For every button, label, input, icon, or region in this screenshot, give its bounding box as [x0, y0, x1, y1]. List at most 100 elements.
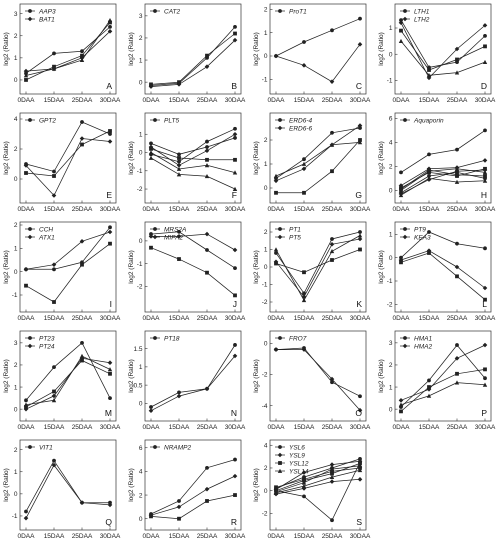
panel-f: -2 -1 0 1 0DAA 15DAA 25DAA 30DAA log2 (Ratio) PLT…	[128, 112, 246, 213]
legend-marker	[28, 336, 32, 340]
y-tick-label: 1	[389, 25, 393, 32]
data-point	[232, 170, 238, 175]
x-tick-label: 0DAA	[393, 206, 411, 213]
y-tick-label: 1	[264, 161, 268, 168]
y-axis-label: log2 (Ratio)	[128, 359, 135, 393]
data-point	[427, 152, 431, 157]
data-point	[357, 42, 363, 47]
x-tick-label: 15DAA	[169, 206, 190, 213]
y-tick-label: 0	[14, 491, 18, 498]
y-axis-label: log2 (Ratio)	[128, 32, 135, 66]
data-point	[176, 234, 182, 239]
data-point	[107, 360, 113, 366]
x-tick-label: 25DAA	[322, 97, 343, 104]
y-axis-label: log2 (Ratio)	[378, 141, 385, 175]
data-point	[232, 37, 238, 43]
panel-s: -2 0 2 4 0DAA 15DAA 25DAA 30DAA log2 (Ratio) YSL6…	[253, 439, 371, 540]
data-point	[107, 139, 113, 144]
series-line	[275, 469, 361, 494]
data-point	[107, 229, 113, 235]
y-axis-label: log2 (Ratio)	[378, 359, 385, 393]
y-tick-label: 1	[264, 30, 268, 37]
data-point	[427, 174, 431, 178]
legend-marker	[403, 9, 407, 13]
data-point	[205, 145, 209, 149]
data-point	[80, 120, 84, 124]
plot-frame	[394, 3, 492, 95]
data-point	[398, 38, 404, 44]
legend-label: MIPA2	[164, 234, 183, 241]
data-point	[273, 178, 279, 184]
data-point	[23, 402, 29, 407]
x-tick-label: 0DAA	[18, 424, 36, 431]
series-line	[275, 44, 361, 83]
data-point	[357, 477, 363, 482]
data-point	[176, 504, 182, 510]
x-tick-label: 0DAA	[268, 206, 286, 213]
x-tick-label: 15DAA	[44, 533, 65, 540]
data-point	[52, 389, 56, 394]
data-point	[205, 248, 209, 252]
data-point	[80, 340, 84, 345]
series-line	[400, 22, 486, 79]
legend-marker	[153, 445, 157, 449]
data-point	[357, 467, 363, 473]
data-point	[301, 483, 307, 489]
data-point	[204, 486, 210, 492]
data-point	[51, 462, 57, 468]
series-line	[150, 26, 236, 86]
data-point	[205, 270, 209, 275]
x-tick-label: 25DAA	[322, 315, 343, 322]
panel-letter: Q	[105, 517, 112, 527]
data-point	[108, 129, 112, 133]
data-point	[24, 171, 28, 175]
x-tick-label: 30DAA	[225, 315, 246, 322]
y-tick-label: 2	[264, 229, 268, 236]
legend-label: YSL12	[289, 460, 309, 467]
data-point	[329, 376, 335, 382]
y-tick-label: 6	[389, 116, 393, 123]
data-point	[483, 367, 487, 372]
legend-marker	[152, 234, 158, 240]
legend-marker	[403, 336, 407, 340]
series-line	[400, 344, 486, 401]
data-point	[23, 515, 29, 521]
x-tick-label: 25DAA	[197, 533, 218, 540]
x-tick-label: 25DAA	[447, 315, 468, 322]
data-point	[177, 499, 181, 503]
y-axis-label: log2 (Ratio)	[3, 359, 10, 393]
data-point	[482, 59, 488, 65]
legend-label: PT18	[164, 335, 180, 342]
y-tick-label: 0	[389, 255, 393, 262]
legend-marker	[278, 336, 282, 340]
series-line	[150, 157, 236, 190]
series-line	[275, 467, 361, 488]
panel-letter: M	[105, 408, 112, 418]
series-line	[275, 238, 361, 298]
series-line	[25, 121, 111, 172]
data-point	[205, 157, 209, 162]
data-point	[108, 20, 112, 25]
y-axis-label: log2 (Ratio)	[3, 32, 10, 66]
series-line	[25, 31, 111, 72]
data-point	[23, 68, 29, 74]
data-point	[455, 57, 459, 62]
data-point	[357, 140, 363, 145]
data-point	[358, 460, 362, 465]
data-point	[273, 491, 279, 497]
y-tick-label: -2	[137, 186, 143, 193]
data-point	[483, 44, 487, 49]
data-point	[427, 378, 431, 383]
y-axis-label: log2 (Ratio)	[253, 32, 260, 66]
y-axis-label: log2 (Ratio)	[253, 468, 260, 502]
x-tick-label: 30DAA	[350, 97, 371, 104]
data-point	[233, 457, 237, 462]
series-line	[25, 243, 111, 303]
series-line	[150, 33, 236, 85]
data-point	[302, 190, 306, 195]
panel-letter: B	[231, 81, 237, 91]
y-tick-label: -1	[137, 168, 143, 175]
x-tick-label: 30DAA	[350, 206, 371, 213]
x-tick-label: 30DAA	[475, 315, 496, 322]
data-point	[177, 516, 181, 521]
